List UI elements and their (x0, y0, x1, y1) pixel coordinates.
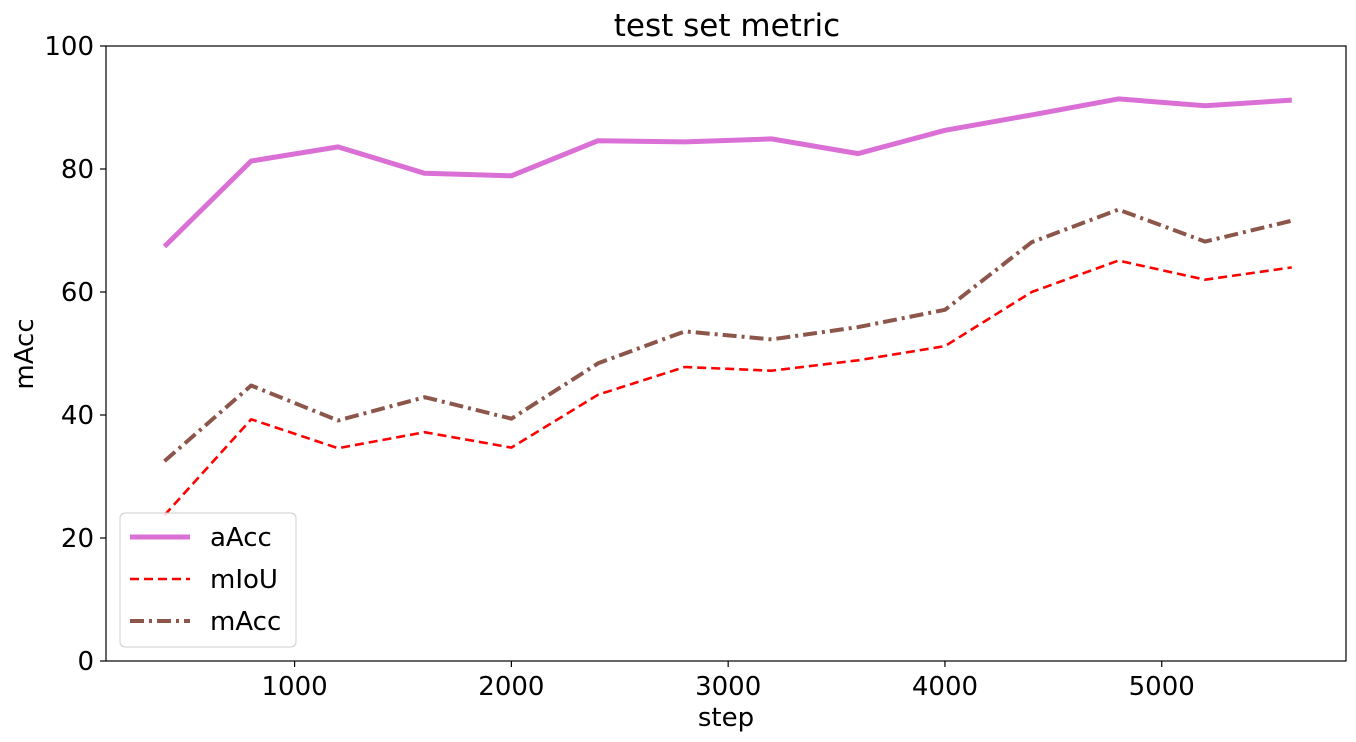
y-tick-label: 100 (44, 32, 94, 62)
legend-label-aacc: aAcc (210, 523, 272, 553)
legend-box (119, 512, 297, 648)
y-tick-label: 60 (61, 278, 94, 308)
series-line-macc (163, 207, 1293, 463)
y-tick-label: 80 (61, 155, 94, 185)
series-line-miou (163, 259, 1292, 517)
y-tick-label: 20 (61, 524, 94, 554)
x-tick-label: 4000 (912, 672, 978, 702)
plot-area (105, 45, 1347, 662)
x-axis: 1000 2000 3000 4000 5000 (262, 661, 1195, 702)
y-axis-title: mAcc (10, 318, 40, 389)
plot-frame (105, 45, 1347, 662)
legend-label-miou: mIoU (210, 565, 278, 595)
x-tick-label: 1000 (262, 672, 328, 702)
x-axis-title: step (698, 703, 754, 733)
legend: aAcc mIoU mAcc (119, 512, 297, 648)
x-tick-label: 2000 (478, 672, 544, 702)
y-tick-label: 0 (77, 647, 94, 677)
x-tick-label: 5000 (1129, 672, 1195, 702)
x-tick-label: 3000 (695, 672, 761, 702)
legend-label-macc: mAcc (210, 607, 281, 637)
series-line-aacc (162, 96, 1292, 249)
y-tick-label: 40 (61, 401, 94, 431)
chart-title: test set metric (614, 8, 840, 44)
y-axis: 0 20 40 60 80 100 (44, 32, 106, 677)
